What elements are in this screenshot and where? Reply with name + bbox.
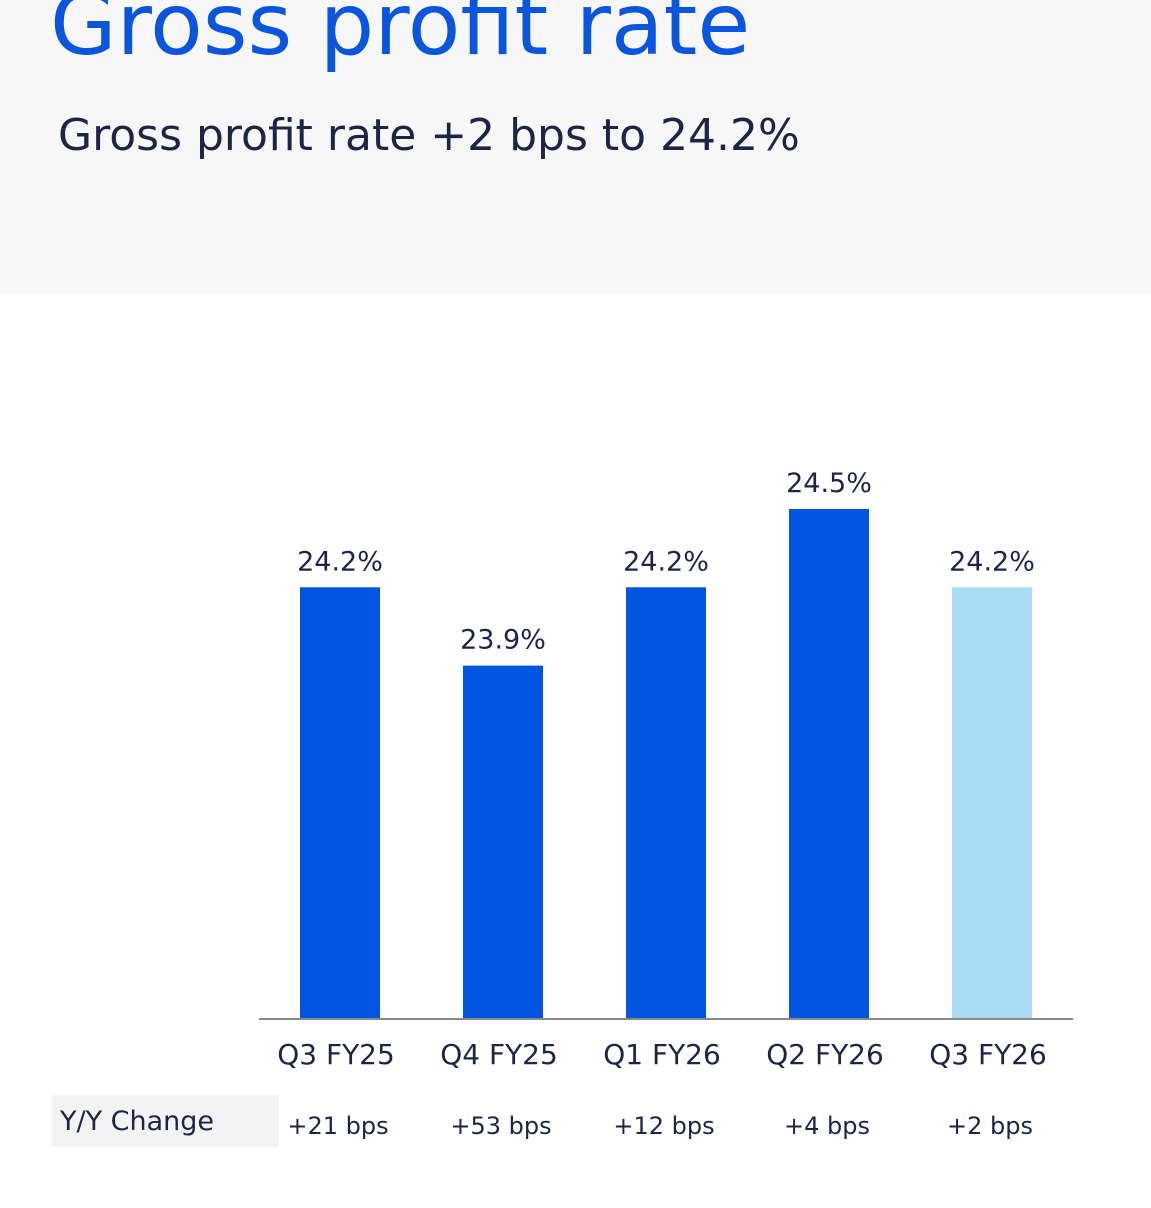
bar bbox=[952, 587, 1032, 1018]
data-label: 23.9% bbox=[460, 625, 546, 656]
yoy-value: +53 bps bbox=[450, 1112, 551, 1140]
x-tick-label: Q2 FY26 bbox=[766, 1038, 884, 1071]
x-tick-label: Q4 FY25 bbox=[440, 1038, 558, 1071]
bar bbox=[789, 509, 869, 1018]
yoy-value: +2 bps bbox=[947, 1112, 1033, 1140]
yoy-value: +12 bps bbox=[613, 1112, 714, 1140]
page-subtitle: Gross profit rate +2 bps to 24.2% bbox=[58, 110, 800, 161]
yoy-value-group: +21 bps +53 bps +12 bps +4 bps +2 bps bbox=[287, 1112, 1033, 1140]
page-title: Gross profit rate bbox=[50, 0, 751, 75]
yoy-value: +4 bps bbox=[784, 1112, 870, 1140]
yoy-label-cell bbox=[52, 1095, 279, 1147]
bar bbox=[626, 587, 706, 1018]
bar bbox=[463, 665, 543, 1018]
data-label-group: 24.2% 23.9% 24.2% 24.5% 24.2% bbox=[297, 468, 1035, 656]
yoy-value: +21 bps bbox=[287, 1112, 388, 1140]
x-tick-label: Q1 FY26 bbox=[603, 1038, 721, 1071]
x-tick-label: Q3 FY26 bbox=[929, 1038, 1047, 1071]
x-tick-label-group: Q3 FY25 Q4 FY25 Q1 FY26 Q2 FY26 Q3 FY26 bbox=[277, 1038, 1047, 1071]
data-label: 24.2% bbox=[623, 546, 709, 577]
data-label: 24.5% bbox=[786, 468, 872, 499]
x-tick-label: Q3 FY25 bbox=[277, 1038, 395, 1071]
header-panel: Gross profit rate Gross profit rate +2 b… bbox=[0, 0, 1151, 294]
data-label: 24.2% bbox=[949, 546, 1035, 577]
data-label: 24.2% bbox=[297, 546, 383, 577]
yoy-row-label: Y/Y Change bbox=[60, 1106, 215, 1137]
bar-group bbox=[300, 509, 1032, 1018]
bar bbox=[300, 587, 380, 1018]
